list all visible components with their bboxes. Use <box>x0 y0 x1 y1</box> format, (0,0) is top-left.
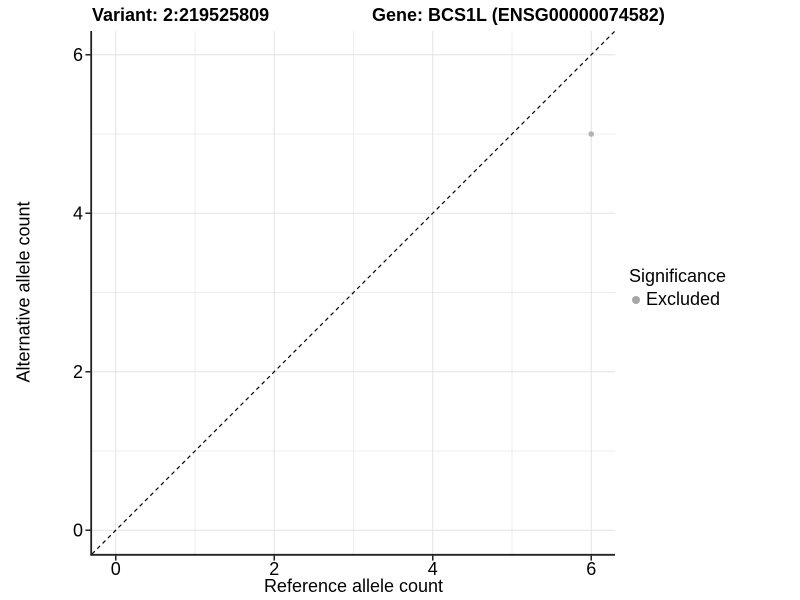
legend-item-excluded: Excluded <box>629 289 797 310</box>
y-tick-label: 4 <box>73 203 83 223</box>
y-tick-label: 0 <box>73 520 83 540</box>
gene-title: Gene: BCS1L (ENSG00000074582) <box>372 5 665 25</box>
x-tick-label: 2 <box>269 559 279 579</box>
data-point <box>588 131 595 137</box>
legend-item-label: Excluded <box>646 289 721 309</box>
x-tick-label: 6 <box>586 559 596 579</box>
legend-title: Significance <box>629 266 727 286</box>
legend: Significance Excluded <box>629 265 797 310</box>
x-axis-title: Reference allele count <box>263 576 444 596</box>
x-tick-label: 0 <box>111 559 121 579</box>
legend-key-dot-icon <box>632 295 640 304</box>
y-tick-label: 6 <box>73 45 83 65</box>
y-axis-title: Alternative allele count <box>13 201 34 383</box>
y-tick-label: 2 <box>73 362 83 382</box>
variant-title: Variant: 2:219525809 <box>92 5 270 25</box>
identity-dashed-line <box>91 30 616 555</box>
x-tick-label: 4 <box>428 559 438 579</box>
